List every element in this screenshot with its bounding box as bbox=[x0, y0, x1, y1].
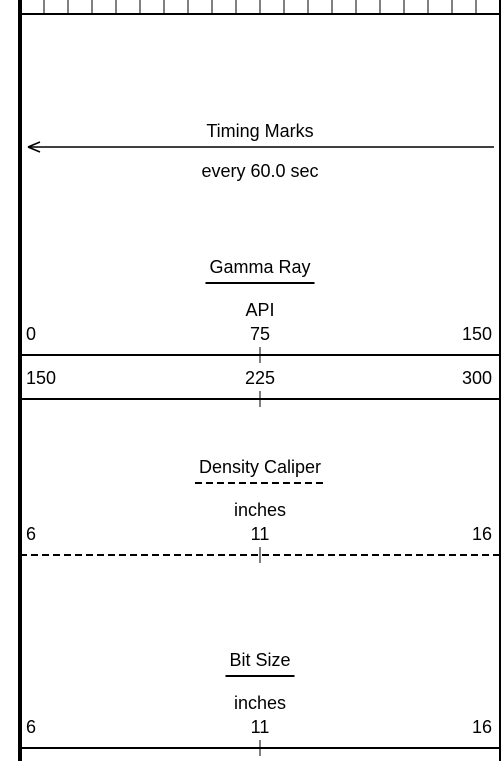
track-unit: API bbox=[245, 300, 274, 320]
track-name: Bit Size bbox=[229, 650, 290, 670]
scale-left: 6 bbox=[26, 717, 36, 737]
timing-subtitle: every 60.0 sec bbox=[201, 161, 318, 181]
track-unit: inches bbox=[234, 500, 286, 520]
scale-right: 300 bbox=[462, 368, 492, 388]
scale-mid: 11 bbox=[251, 717, 270, 737]
track-unit: inches bbox=[234, 693, 286, 713]
scale-mid: 11 bbox=[251, 524, 270, 544]
scale-right: 16 bbox=[472, 524, 492, 544]
scale-mid: 225 bbox=[245, 368, 275, 388]
scale-left: 150 bbox=[26, 368, 56, 388]
scale-left: 0 bbox=[26, 324, 36, 344]
timing-title: Timing Marks bbox=[206, 121, 313, 141]
scale-left: 6 bbox=[26, 524, 36, 544]
top-ticks bbox=[43, 0, 477, 14]
track-name: Density Caliper bbox=[199, 457, 321, 477]
arrow-head bbox=[27, 141, 41, 153]
track-name: Gamma Ray bbox=[209, 257, 310, 277]
scale-mid: 75 bbox=[250, 324, 270, 344]
scale-right: 150 bbox=[462, 324, 492, 344]
scale-right: 16 bbox=[472, 717, 492, 737]
